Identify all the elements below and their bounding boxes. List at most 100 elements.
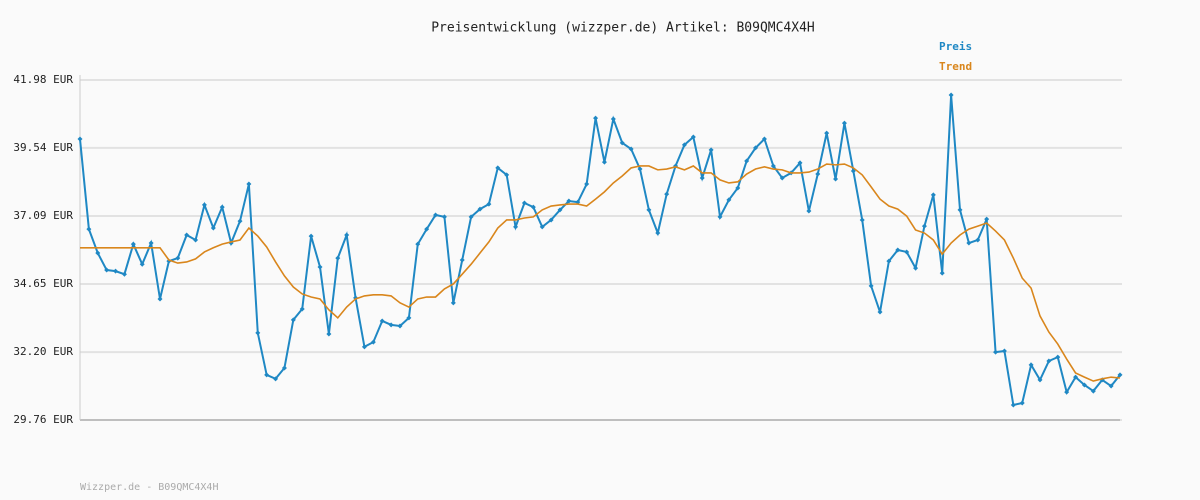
- data-point: [539, 224, 545, 230]
- data-point: [370, 339, 376, 345]
- data-point: [1081, 382, 1087, 388]
- data-point: [681, 142, 687, 148]
- data-point: [406, 315, 412, 321]
- data-point: [344, 232, 350, 238]
- data-point: [619, 140, 625, 146]
- data-point: [646, 207, 652, 213]
- data-point: [859, 217, 865, 223]
- data-point: [948, 92, 954, 98]
- data-point: [1019, 400, 1025, 406]
- y-tick-label: 39.54 EUR: [13, 141, 73, 154]
- data-point: [308, 233, 314, 239]
- data-point: [184, 232, 190, 238]
- series-line: [80, 163, 1121, 382]
- data-point: [708, 147, 714, 153]
- data-point: [628, 146, 634, 152]
- data-point: [779, 175, 785, 181]
- y-tick-label: 32.20 EUR: [13, 345, 73, 358]
- data-point: [299, 306, 305, 312]
- data-point: [175, 255, 181, 261]
- data-point: [1073, 374, 1079, 380]
- data-point: [86, 226, 92, 232]
- data-point: [104, 267, 110, 273]
- data-point: [441, 214, 447, 220]
- data-point: [815, 171, 821, 177]
- data-point: [468, 214, 474, 220]
- data-point: [201, 202, 207, 208]
- data-point: [281, 365, 287, 371]
- data-point: [1090, 388, 1096, 394]
- data-point: [113, 268, 119, 274]
- data-point: [504, 172, 510, 178]
- data-point: [219, 204, 225, 210]
- data-point: [433, 212, 439, 218]
- data-point: [717, 214, 723, 220]
- data-point: [255, 330, 261, 336]
- data-point: [388, 322, 394, 328]
- data-point: [690, 134, 696, 140]
- data-point: [655, 230, 661, 236]
- data-point: [495, 165, 501, 171]
- y-tick-label: 41.98 EUR: [13, 73, 73, 86]
- data-point: [593, 115, 599, 121]
- data-point: [1010, 402, 1016, 408]
- data-point: [1037, 377, 1043, 383]
- data-point: [1046, 358, 1052, 364]
- data-point: [1001, 348, 1007, 354]
- data-point: [1108, 383, 1114, 389]
- data-point: [806, 208, 812, 214]
- data-point: [904, 249, 910, 255]
- data-point: [148, 240, 154, 246]
- data-point: [797, 160, 803, 166]
- data-point: [824, 130, 830, 136]
- data-point: [326, 331, 332, 337]
- data-point: [913, 265, 919, 271]
- data-point: [77, 136, 83, 142]
- data-point: [361, 344, 367, 350]
- data-point: [246, 181, 252, 187]
- data-point: [966, 240, 972, 246]
- data-point: [930, 192, 936, 198]
- data-point: [886, 258, 892, 264]
- legend-label: Trend: [939, 60, 972, 73]
- data-point: [833, 176, 839, 182]
- data-point: [984, 216, 990, 222]
- data-point: [121, 271, 127, 277]
- data-point: [486, 201, 492, 207]
- data-point: [477, 206, 483, 212]
- data-point: [264, 372, 270, 378]
- data-point: [761, 136, 767, 142]
- chart-title: Preisentwicklung (wizzper.de) Artikel: B…: [431, 21, 815, 36]
- data-point: [335, 255, 341, 261]
- data-point: [548, 217, 554, 223]
- data-point: [975, 237, 981, 243]
- data-point: [237, 218, 243, 224]
- data-point: [1055, 354, 1061, 360]
- footer: Wizzper.de - B09QMC4X4H: [80, 482, 218, 493]
- data-point: [566, 198, 572, 204]
- data-point: [210, 225, 216, 231]
- data-point: [637, 166, 643, 172]
- data-point: [290, 317, 296, 323]
- data-point: [699, 175, 705, 181]
- y-tick-label: 37.09 EUR: [13, 209, 73, 222]
- data-point: [921, 223, 927, 229]
- data-point: [877, 309, 883, 315]
- data-point: [664, 191, 670, 197]
- data-point: [397, 323, 403, 329]
- y-tick-label: 34.65 EUR: [13, 277, 73, 290]
- series-line: [79, 94, 1121, 407]
- data-point: [424, 226, 430, 232]
- data-point: [744, 158, 750, 164]
- data-point: [193, 237, 199, 243]
- data-point: [841, 120, 847, 126]
- data-point: [610, 116, 616, 122]
- data-point: [1064, 389, 1070, 395]
- legend-label: Preis: [939, 40, 972, 53]
- data-point: [753, 145, 759, 151]
- data-point: [459, 257, 465, 263]
- data-point: [95, 250, 101, 256]
- data-point: [157, 296, 163, 302]
